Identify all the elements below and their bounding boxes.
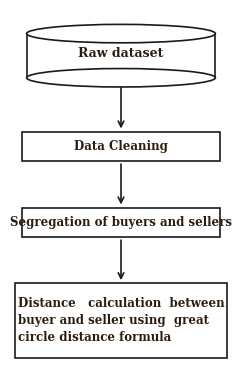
Bar (15, 283, 227, 358)
Text: Segregation of buyers and sellers: Segregation of buyers and sellers (10, 216, 232, 229)
Ellipse shape (27, 68, 215, 87)
Text: Data Cleaning: Data Cleaning (74, 140, 168, 153)
Ellipse shape (27, 25, 215, 43)
Text: Raw dataset: Raw dataset (78, 47, 164, 60)
Bar (22, 132, 220, 161)
Bar (27, 34, 215, 78)
Bar (22, 208, 220, 237)
Text: Distance   calculation  between
buyer and seller using  great
circle distance fo: Distance calculation between buyer and s… (18, 297, 224, 344)
